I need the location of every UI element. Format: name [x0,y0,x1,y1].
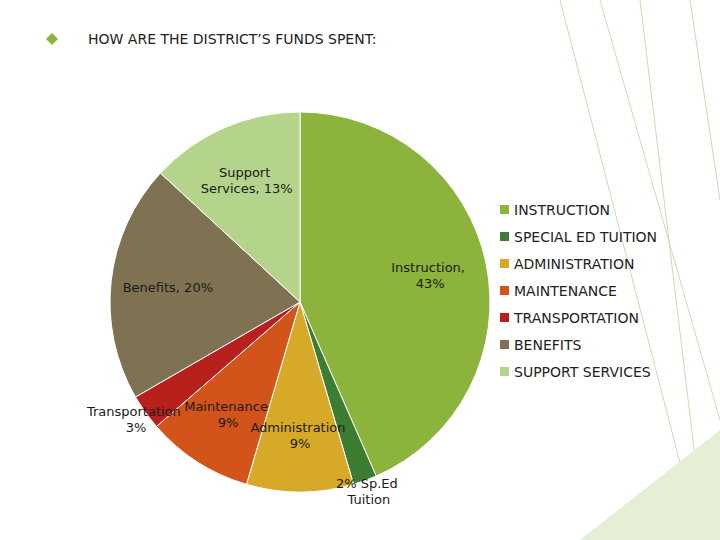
deco-line [690,0,720,200]
data-label: Instruction, 43% [391,260,469,291]
data-label-line: 9% [218,415,239,430]
legend-swatch [500,313,509,322]
chart-root: HOW ARE THE DISTRICT’S FUNDS SPENT: Instr… [0,0,720,540]
legend-label: SUPPORT SERVICES [514,364,651,380]
data-label-line: 43% [416,276,445,291]
pie-slice [160,112,300,302]
legend-label: INSTRUCTION [514,202,610,218]
legend-swatch [500,367,509,376]
data-label: Maintenance 9% [184,399,272,430]
legend-swatch [500,340,509,349]
data-label: Support Services, 13% [201,165,293,196]
deco-line [600,0,720,420]
data-label-line: Transportation [86,404,185,419]
data-label-line: 9% [290,436,311,451]
data-label-line: Benefits, 20% [123,280,213,295]
data-label: 2% Sp.Ed Tuition [336,476,402,507]
data-label-line: Support [219,165,275,180]
data-label: Transportation 3% [86,404,185,435]
legend-label: MAINTENANCE [514,283,617,299]
data-label-line: Tuition [347,492,391,507]
legend-label: ADMINISTRATION [514,256,634,272]
data-label-line: Instruction, [391,260,469,275]
chart-title: HOW ARE THE DISTRICT’S FUNDS SPENT: [88,31,376,47]
legend-swatch [500,286,509,295]
deco-shape [580,430,720,540]
legend: INSTRUCTION SPECIAL ED TUITION ADMINISTRAT… [500,202,657,380]
legend-label: BENEFITS [514,337,582,353]
pie [110,112,490,492]
legend-swatch [500,205,509,214]
legend-label: TRANSPORTATION [513,310,639,326]
data-label: Benefits, 20% [123,280,213,295]
legend-swatch [500,259,509,268]
data-label: Administration 9% [250,420,349,451]
data-labels: Instruction, 43% 2% Sp.Ed Tuition Administ… [86,165,469,507]
legend-swatch [500,232,509,241]
legend-label: SPECIAL ED TUITION [514,229,657,245]
data-label-line: Services, 13% [201,181,293,196]
title-bullet [46,33,58,45]
data-label-line: Administration [250,420,349,435]
data-label-line: Maintenance [184,399,272,414]
data-label-line: 3% [126,420,147,435]
data-label-line: 2% Sp.Ed [336,476,402,491]
